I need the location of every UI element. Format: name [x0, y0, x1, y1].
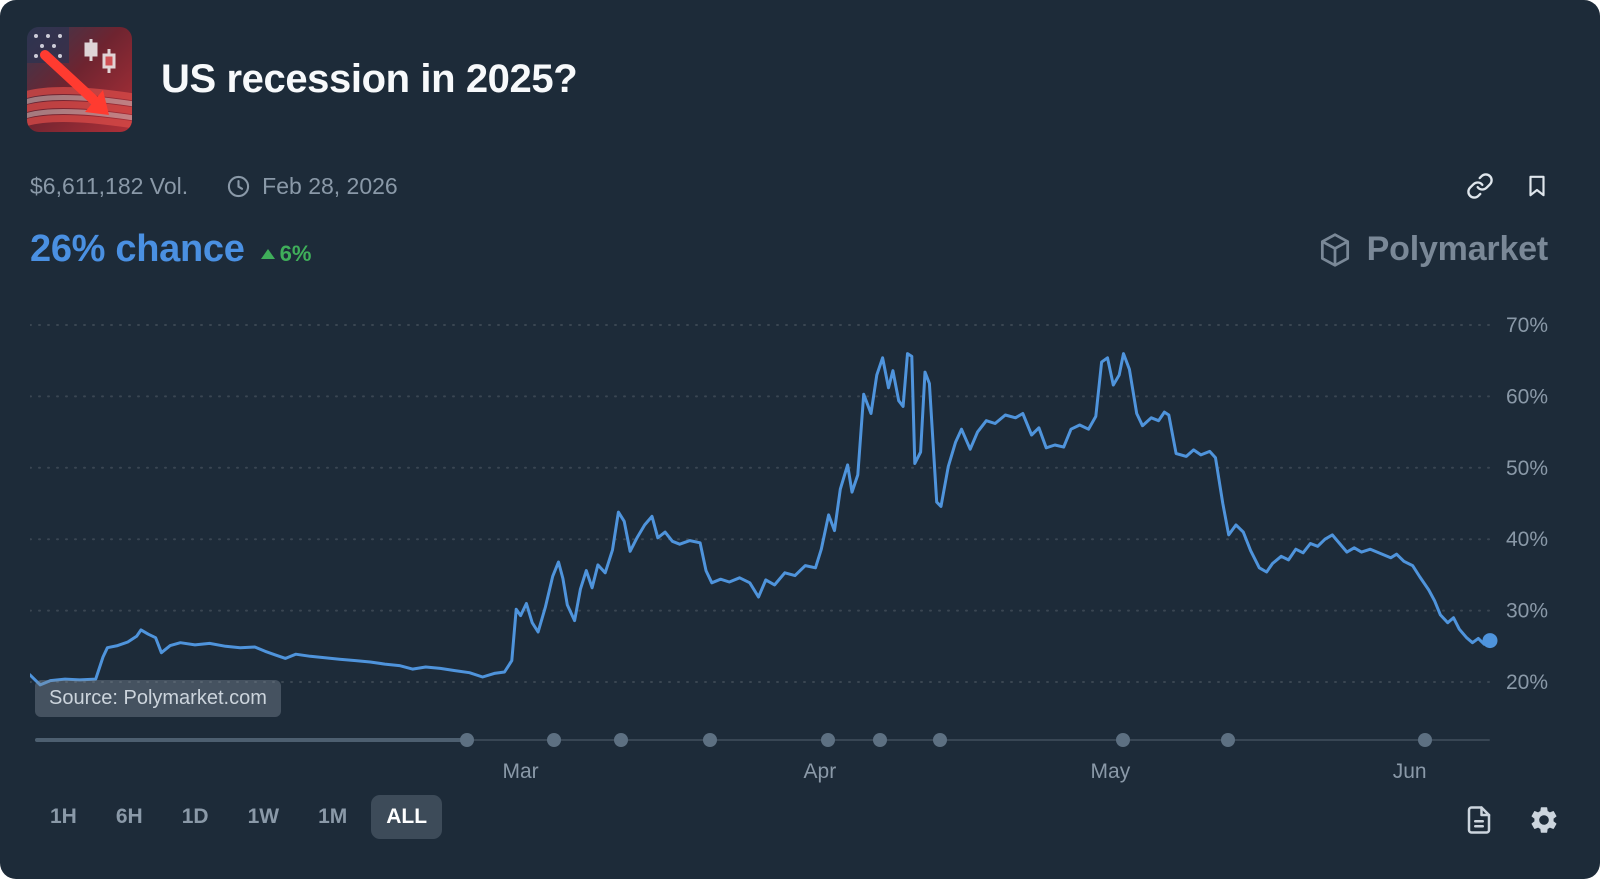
range-button-all[interactable]: ALL: [371, 795, 443, 839]
end-date-group: Feb 28, 2026: [226, 173, 398, 200]
timeline-marker-dot[interactable]: [1221, 733, 1236, 747]
chance-delta: 6%: [260, 240, 312, 267]
timeline-marker-dot[interactable]: [873, 733, 888, 747]
up-arrow-icon: [260, 248, 275, 259]
rules-document-button[interactable]: [1460, 801, 1498, 839]
x-axis-label-mar: Mar: [502, 760, 539, 783]
source-badge: Source: Polymarket.com: [35, 680, 281, 717]
timeline-marker-dot[interactable]: [703, 733, 718, 747]
bookmark-icon: [1524, 175, 1550, 202]
timeline-marker-dot[interactable]: [614, 733, 629, 747]
range-button-1d[interactable]: 1D: [167, 795, 224, 839]
end-date-label: Feb 28, 2026: [262, 172, 398, 199]
timeline-marker-dot[interactable]: [460, 733, 475, 747]
timeline-marker-dot[interactable]: [933, 733, 947, 747]
gear-icon: [1528, 807, 1560, 839]
range-button-1h[interactable]: 1H: [35, 795, 92, 839]
range-button-6h[interactable]: 6H: [101, 795, 158, 839]
timeline-track[interactable]: [35, 739, 1490, 741]
range-button-1w[interactable]: 1W: [233, 795, 295, 839]
copy-link-button[interactable]: [1462, 168, 1498, 204]
x-axis-labels: Mar Apr May Jun: [0, 760, 1600, 788]
price-line: [28, 352, 1492, 687]
y-axis-tick-label: 50%: [1506, 457, 1548, 480]
timeline-marker-dot[interactable]: [547, 733, 562, 747]
market-title: US recession in 2025?: [161, 57, 578, 101]
timeline-scrubber[interactable]: [35, 733, 1490, 747]
meta-row: $6,611,182 Vol. Feb 28, 2026: [30, 168, 1554, 204]
polymarket-logo[interactable]: Polymarket: [1316, 230, 1548, 269]
y-axis-tick-label: 20%: [1506, 671, 1548, 694]
polymarket-wordmark: Polymarket: [1366, 230, 1549, 268]
bookmark-button[interactable]: [1520, 169, 1554, 203]
chance-row: 26% chance 6% Polymarket: [30, 228, 1548, 271]
x-axis-label-apr: Apr: [803, 760, 837, 783]
y-axis-tick-label: 40%: [1506, 528, 1548, 551]
document-icon: [1464, 806, 1494, 838]
timeline-marker-dot[interactable]: [1116, 733, 1131, 747]
volume-label: $6,611,182 Vol.: [30, 172, 189, 199]
market-thumbnail: [27, 27, 132, 132]
chance-delta-value: 6%: [279, 240, 312, 266]
meta-actions: [1462, 168, 1554, 204]
y-axis-tick-label: 60%: [1506, 385, 1548, 408]
link-icon: [1466, 173, 1494, 203]
x-axis-label-may: May: [1090, 760, 1131, 783]
range-selector: 1H 6H 1D 1W 1M ALL: [35, 795, 443, 839]
bottom-actions: [1460, 800, 1564, 840]
settings-button[interactable]: [1524, 800, 1564, 840]
chance-value: 26% chance: [30, 228, 245, 270]
polymarket-logomark-icon: [1316, 231, 1354, 269]
timeline-active-range[interactable]: [35, 738, 468, 742]
timeline-marker-dot[interactable]: [1417, 733, 1432, 747]
us-flag-crash-image: [27, 27, 132, 132]
price-chart[interactable]: 20% 30% 40% 50% 60% 70%: [28, 300, 1570, 700]
timeline-marker-dot[interactable]: [820, 733, 835, 747]
x-axis-label-jun: Jun: [1392, 760, 1427, 783]
current-value-dot: [1482, 633, 1498, 649]
range-button-1m[interactable]: 1M: [303, 795, 362, 839]
y-axis-tick-label: 30%: [1506, 600, 1548, 623]
clock-icon: [226, 174, 251, 199]
y-axis-tick-label: 70%: [1506, 314, 1548, 337]
